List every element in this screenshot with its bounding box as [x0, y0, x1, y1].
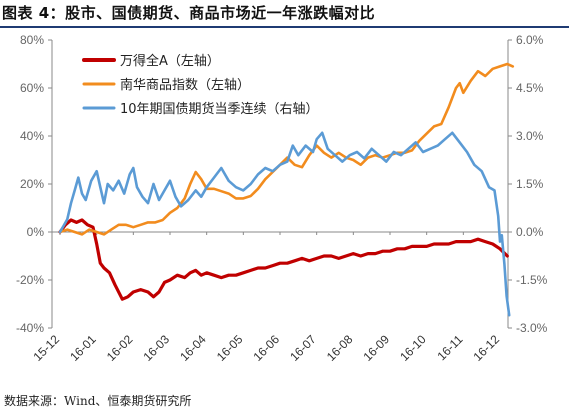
- right-tick-label: -3.0%: [516, 321, 548, 335]
- left-tick-label: 60%: [20, 81, 44, 95]
- x-tick-label: 16-10: [397, 332, 429, 364]
- right-tick-label: -1.5%: [516, 273, 548, 287]
- line-chart: 80% 60% 40% 20% 0% -20% -40% 6.0% 4.5% 3.0% 1.5% 0.…: [16, 33, 548, 364]
- chart-title: 图表 4：股市、国债期货、商品市场近一年涨跌幅对比: [2, 4, 376, 22]
- x-tick-label: 16-05: [214, 332, 246, 364]
- source-note: 数据来源：Wind、恒泰期货研究所: [4, 394, 192, 408]
- x-tick-label: 16-08: [324, 332, 356, 364]
- x-tick-label: 16-01: [67, 332, 99, 364]
- right-tick-label: 4.5%: [516, 81, 544, 95]
- left-tick-label: 0%: [27, 225, 45, 239]
- series-line-1: [58, 218, 509, 301]
- legend-label-1: 万得全A（左轴）: [120, 53, 220, 69]
- right-tick-label: 6.0%: [516, 33, 544, 47]
- left-tick-label: 40%: [20, 129, 44, 143]
- series-line-2: [58, 62, 515, 236]
- right-tick-label: 1.5%: [516, 177, 544, 191]
- right-tick-label: 0.0%: [516, 225, 544, 239]
- left-tick-label: 20%: [20, 177, 44, 191]
- x-tick-label: 16-11: [434, 332, 465, 363]
- x-tick-label: 15-12: [31, 332, 63, 364]
- legend: 万得全A（左轴） 南华商品指数（左轴） 10年期国债期货当季连续（右轴）: [82, 53, 319, 117]
- x-tick-label: 16-09: [361, 332, 393, 364]
- x-tick-label: 16-06: [251, 332, 283, 364]
- series-line-3: [58, 131, 511, 317]
- left-tick-label: -40%: [16, 321, 44, 335]
- legend-label-2: 南华商品指数（左轴）: [120, 77, 250, 93]
- right-tick-label: 3.0%: [516, 129, 544, 143]
- left-tick-label: 80%: [20, 33, 44, 47]
- x-tick-label: 16-12: [471, 332, 503, 364]
- x-tick-label: 16-02: [104, 332, 136, 364]
- series-layer: [58, 62, 515, 317]
- x-tick-label: 16-04: [177, 332, 209, 364]
- x-tick-label: 16-03: [141, 332, 173, 364]
- left-tick-label: -20%: [16, 273, 44, 287]
- x-tick-label: 16-07: [287, 332, 319, 364]
- legend-label-3: 10年期国债期货当季连续（右轴）: [120, 101, 319, 117]
- title-bar: 图表 4：股市、国债期货、商品市场近一年涨跌幅对比: [0, 0, 569, 28]
